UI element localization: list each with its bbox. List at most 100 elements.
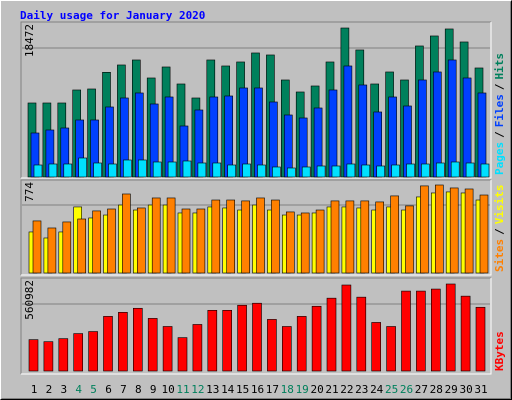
bar (77, 218, 86, 274)
bar (315, 209, 325, 274)
bar (311, 305, 322, 372)
bevel (20, 277, 491, 374)
bar (375, 201, 385, 274)
bevel (20, 179, 491, 275)
bar (256, 197, 265, 274)
x-tick-label: 1 (31, 383, 38, 396)
bar (418, 79, 427, 178)
bar (32, 220, 42, 274)
x-tick-label: 30 (459, 383, 472, 396)
bar (28, 339, 39, 372)
bar (78, 157, 87, 178)
x-tick-label: 11 (176, 383, 189, 396)
bar (254, 87, 263, 178)
x-tick-label: 7 (120, 383, 127, 396)
bar (449, 187, 459, 274)
x-tick-label: 12 (191, 383, 204, 396)
bar (358, 84, 368, 178)
bar (241, 200, 250, 274)
bar (93, 162, 102, 178)
bar (301, 166, 311, 178)
bar (222, 310, 232, 372)
bar (118, 312, 128, 372)
legend-separator: / (493, 131, 506, 138)
bar (328, 89, 338, 178)
bar (33, 164, 43, 178)
bar (462, 77, 472, 178)
bar (361, 164, 371, 178)
bar (73, 333, 83, 372)
bar (107, 208, 116, 274)
bar (242, 163, 251, 178)
bar (48, 163, 58, 178)
legend-entry: KBytes (493, 331, 506, 371)
legend-entry: Hits (493, 53, 506, 80)
bar (330, 200, 340, 274)
bar (435, 162, 445, 178)
bar (269, 101, 278, 178)
legend-separator: / (493, 228, 506, 235)
bar (343, 65, 353, 178)
bar (166, 197, 176, 274)
x-tick-label: 17 (266, 383, 279, 396)
bevel (21, 278, 492, 375)
y-tick-label: 18472 (23, 24, 36, 57)
bar (432, 71, 442, 178)
bar (192, 324, 203, 372)
bar (286, 167, 296, 178)
legend-entry: Pages (493, 142, 506, 175)
bar (450, 161, 460, 178)
bar (108, 163, 117, 178)
bar (420, 185, 429, 274)
bar (103, 316, 113, 372)
y-tick-label: 560982 (23, 280, 36, 320)
legend-separator: / (493, 83, 506, 90)
bar (430, 288, 441, 372)
bar (285, 211, 295, 274)
y-tick-label: 774 (23, 182, 36, 202)
x-tick-label: 8 (135, 383, 142, 396)
bar (376, 165, 386, 178)
bar (331, 165, 341, 178)
x-tick-label: 15 (236, 383, 249, 396)
bar (197, 162, 207, 178)
bar (465, 162, 475, 178)
bar (345, 200, 355, 274)
bar (147, 318, 158, 372)
bar (421, 163, 430, 178)
bar (151, 197, 161, 274)
bevel (21, 22, 492, 179)
bar (434, 184, 444, 274)
bar (281, 326, 292, 372)
bar (283, 114, 293, 178)
legend: KBytes (493, 331, 506, 371)
x-tick-label: 14 (221, 383, 235, 396)
bar (296, 316, 307, 372)
bar (227, 164, 236, 178)
bar (62, 221, 72, 274)
x-tick-label: 28 (430, 383, 443, 396)
legend-entry: Sites (493, 239, 506, 272)
bar (138, 159, 147, 178)
bar (356, 296, 367, 372)
bar (300, 212, 310, 274)
legend-entry: Visits (493, 185, 506, 225)
x-tick-label: 27 (415, 383, 428, 396)
bar (460, 295, 471, 372)
bar (162, 326, 173, 372)
bar (43, 341, 54, 372)
bar (479, 194, 489, 274)
bar (58, 338, 69, 372)
x-tick-label: 31 (474, 383, 487, 396)
bar (475, 306, 486, 372)
bar (211, 199, 221, 274)
x-tick-label: 23 (355, 383, 368, 396)
x-tick-label: 22 (340, 383, 353, 396)
bar (177, 337, 188, 372)
bar (167, 161, 177, 178)
x-tick-label: 29 (445, 383, 458, 396)
x-tick-label: 20 (310, 383, 323, 396)
bar (122, 193, 131, 274)
